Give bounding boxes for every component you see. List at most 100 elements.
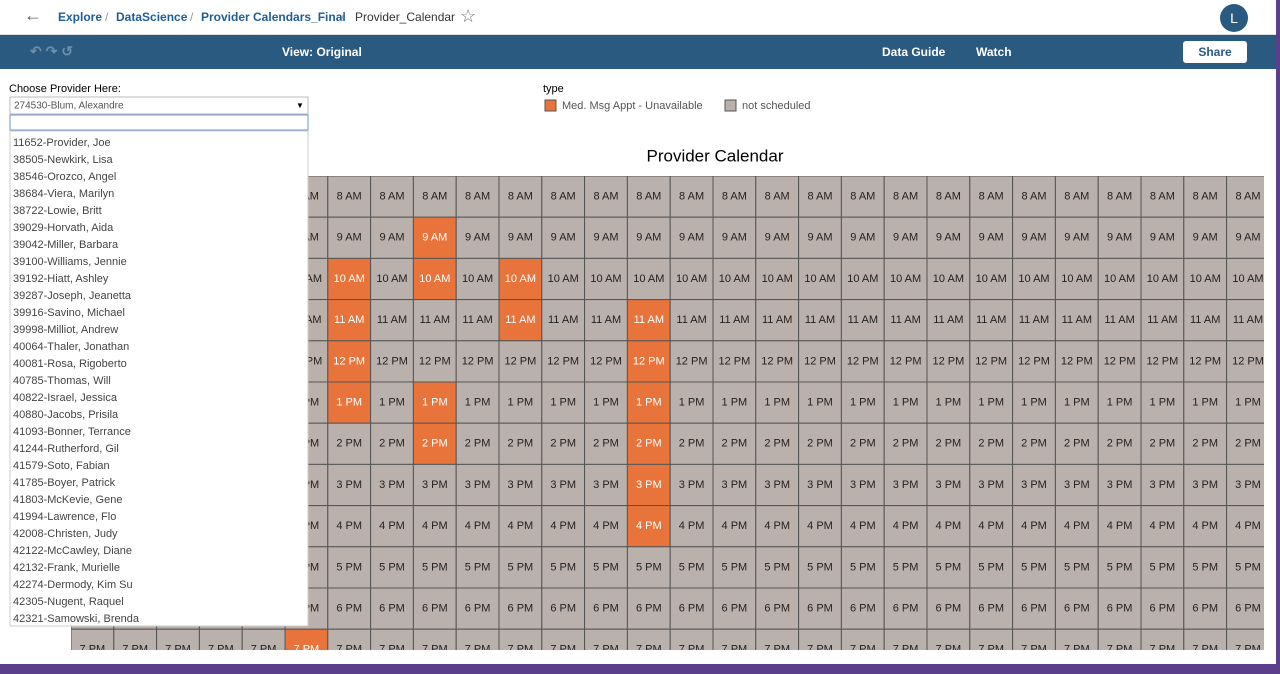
filter-option[interactable]: 39100-Williams, Jennie — [13, 256, 127, 268]
filter-option[interactable]: 39042-Miller, Barbara — [13, 239, 119, 251]
filter-option[interactable]: 41994-Lawrence, Flo — [13, 511, 116, 523]
cell-label: 3 PM — [1021, 479, 1047, 491]
cell-label: 1 PM — [1235, 397, 1261, 409]
share-button[interactable]: Share — [1183, 41, 1247, 63]
favorite-star[interactable]: ☆ — [460, 6, 477, 26]
calendar-cell — [327, 463, 372, 507]
calendar-cell — [412, 587, 457, 630]
filter-option[interactable]: 42274-Dermody, Kim Su — [13, 579, 133, 591]
cell-label: 4 PM — [593, 520, 619, 532]
cell-label: 8 AM — [1107, 191, 1132, 203]
calendar-cell — [840, 381, 885, 424]
calendar-cell — [926, 216, 971, 259]
filter-option[interactable]: 42122-McCawley, Diane — [13, 545, 132, 557]
filter-option[interactable]: 41785-Boyer, Patrick — [13, 477, 116, 489]
cell-label: 4 PM — [1192, 520, 1218, 532]
filter-option[interactable]: 42305-Nugent, Raquel — [13, 596, 124, 608]
back-button[interactable]: ← — [24, 5, 42, 25]
filter-option[interactable]: 42132-Frank, Murielle — [13, 562, 120, 574]
filter-search[interactable] — [9, 114, 309, 131]
calendar-cell — [626, 546, 671, 589]
filter-option[interactable]: 40785-Thomas, Will — [13, 375, 111, 387]
calendar-cell — [498, 216, 543, 259]
calendar-cell — [455, 381, 500, 424]
cell-label: 10 AM — [1147, 273, 1178, 285]
breadcrumb[interactable]: DataScience — [116, 10, 188, 24]
cell-label: 4 PM — [764, 520, 790, 532]
filter-option[interactable]: 39998-Milliot, Andrew — [13, 324, 118, 336]
calendar-cell — [926, 340, 971, 383]
calendar-cell — [840, 299, 885, 342]
filter-option[interactable]: 40064-Thaler, Jonathan — [13, 341, 129, 353]
data-guide-button[interactable]: Data Guide — [882, 45, 946, 59]
calendar-cell — [412, 505, 457, 548]
filter-option[interactable]: 40081-Rosa, Rigoberto — [13, 358, 127, 370]
cell-label: 9 AM — [1064, 232, 1089, 244]
watch-button[interactable]: Watch — [976, 45, 1012, 59]
cell-label: 5 PM — [1021, 561, 1047, 573]
cell-label: 6 PM — [508, 603, 534, 615]
cell-label: 12 PM — [1147, 355, 1179, 367]
calendar-cell — [1054, 505, 1099, 548]
calendar-cell — [327, 505, 372, 548]
cell-label: 5 PM — [722, 561, 748, 573]
cell-label: 5 PM — [508, 561, 534, 573]
cell-label: 9 AM — [1021, 232, 1046, 244]
filter-option[interactable]: 40880-Jacobs, Prisila — [13, 409, 119, 421]
cell-label: 7 PM — [294, 644, 320, 656]
cell-label: 1 PM — [936, 397, 962, 409]
cell-label: 7 PM — [807, 644, 833, 656]
cell-label: 4 PM — [679, 520, 705, 532]
filter-option[interactable]: 41244-Rutherford, Gil — [13, 443, 119, 455]
filter-option[interactable]: 39287-Joseph, Jeanetta — [13, 290, 132, 302]
filter-option[interactable]: 11652-Provider, Joe — [13, 137, 111, 149]
calendar-cell — [883, 340, 928, 383]
filter-option[interactable]: 39916-Savino, Michael — [13, 307, 125, 319]
filter-option[interactable]: 38722-Lowie, Britt — [13, 205, 102, 217]
cell-label: 12 PM — [975, 355, 1007, 367]
view-button[interactable]: View: Original — [282, 45, 362, 59]
filter-option[interactable]: 42321-Samowski, Brenda — [13, 613, 140, 625]
filter-option[interactable]: 41093-Bonner, Terrance — [13, 426, 131, 438]
filter-option[interactable]: 38505-Newkirk, Lisa — [13, 154, 114, 166]
user-avatar[interactable]: L — [1220, 4, 1248, 32]
calendar-cell — [1226, 546, 1264, 589]
cell-label: 1 PM — [764, 397, 790, 409]
cell-label: 7 PM — [978, 644, 1004, 656]
cell-label: 5 PM — [893, 561, 919, 573]
filter-option[interactable]: 39192-Hiatt, Ashley — [13, 273, 109, 285]
filter-option[interactable]: 39029-Horvath, Aida — [13, 222, 114, 234]
cell-label: 7 PM — [593, 644, 619, 656]
cell-label: 3 PM — [850, 479, 876, 491]
filter-option[interactable]: 38684-Viera, Marilyn — [13, 188, 114, 200]
cell-label: 6 PM — [1064, 603, 1090, 615]
cell-label: 7 PM — [208, 644, 234, 656]
cell-label: 9 AM — [936, 232, 961, 244]
filter-option[interactable]: 38546-Orozco, Angel — [13, 171, 116, 183]
filter-dropdown[interactable] — [9, 96, 309, 115]
cell-label: 4 PM — [850, 520, 876, 532]
cell-label: 6 PM — [1235, 603, 1261, 615]
cell-label: 10 AM — [1061, 273, 1092, 285]
filter-option[interactable]: 41579-Soto, Fabian — [13, 460, 110, 472]
calendar-cell — [1097, 299, 1142, 342]
cell-label: 9 AM — [379, 232, 404, 244]
calendar-cell — [755, 216, 800, 259]
cell-label: 10 AM — [847, 273, 878, 285]
cell-label: 1 PM — [850, 397, 876, 409]
filter-option[interactable]: 40822-Israel, Jessica — [13, 392, 118, 404]
calendar-cell — [969, 505, 1014, 548]
cell-label: 6 PM — [764, 603, 790, 615]
cell-label: 6 PM — [679, 603, 705, 615]
breadcrumb[interactable]: Explore — [58, 10, 103, 24]
cell-label: 2 PM — [1192, 438, 1218, 450]
cell-label: 3 PM — [465, 479, 491, 491]
filter-option[interactable]: 42008-Christen, Judy — [13, 528, 118, 540]
calendar-cell — [755, 505, 800, 548]
calendar-cell — [455, 257, 500, 301]
cell-label: 7 PM — [1064, 644, 1090, 656]
breadcrumb[interactable]: Provider Calendars_Final — [201, 10, 346, 24]
calendar-cell — [883, 463, 928, 507]
filter-option[interactable]: 41803-McKevie, Gene — [13, 494, 122, 506]
cell-label: 8 AM — [936, 191, 961, 203]
